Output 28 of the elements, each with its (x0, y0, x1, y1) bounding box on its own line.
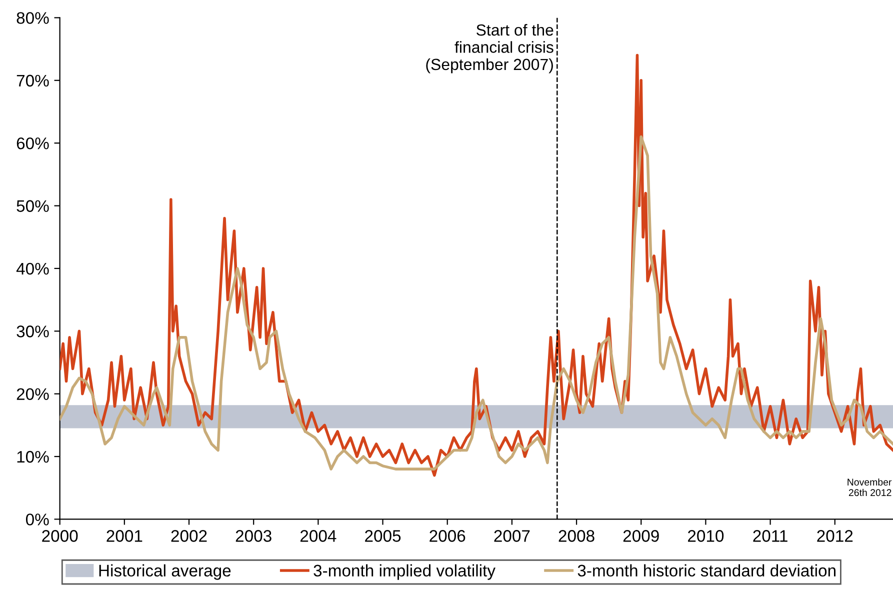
y-tick-label: 40% (16, 262, 49, 275)
y-tick-label: 70% (16, 74, 49, 87)
x-tick-label: 2001 (106, 530, 142, 542)
legend-label: 3-month implied volatility (314, 564, 496, 580)
annotation: November 26th 2012 (848, 478, 892, 496)
x-tick-label: 2000 (42, 530, 78, 542)
y-tick-label: 0% (26, 514, 49, 526)
x-tick-label: 2010 (688, 530, 724, 542)
y-tick-label: 60% (16, 137, 49, 150)
x-tick-label: 2009 (623, 530, 659, 542)
x-tick-label: 2011 (753, 530, 788, 542)
x-tick-label: 2002 (171, 530, 207, 542)
y-tick-label: 30% (16, 326, 49, 338)
x-tick-label: 2006 (430, 530, 466, 542)
y-tick-label: 20% (16, 388, 49, 400)
ref-line-label: Start of the financial crisis (September 2007) (426, 24, 554, 74)
y-tick-label: 10% (17, 450, 49, 463)
x-tick-label: 2012 (817, 530, 853, 542)
line-series (60, 135, 893, 470)
legend-label: 3-month historic standard deviation (578, 564, 836, 577)
x-tick-label: 2005 (365, 530, 401, 542)
x-tick-label: 2007 (494, 530, 530, 542)
x-tick-label: 2008 (558, 530, 594, 542)
y-tick-label: 80% (16, 12, 49, 24)
x-tick-label: 2004 (300, 530, 336, 542)
legend-label: Historical average (99, 564, 231, 580)
y-tick-label: 50% (16, 200, 49, 212)
x-tick-label: 2003 (236, 530, 272, 542)
